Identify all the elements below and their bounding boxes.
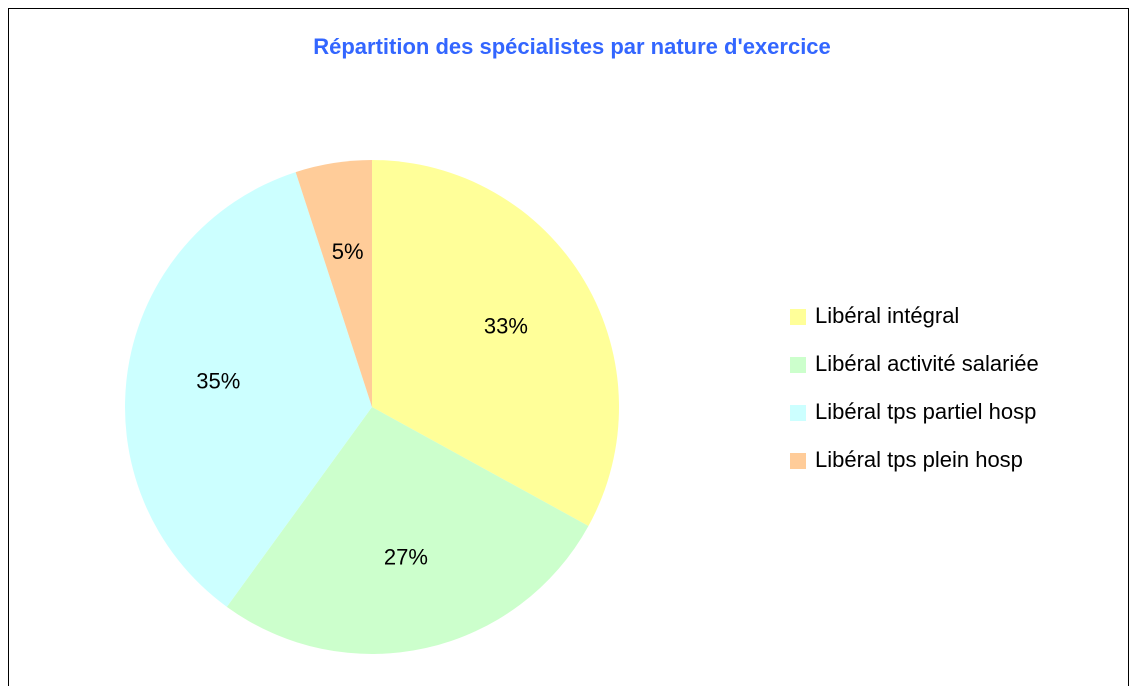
- data-label: 33%: [484, 314, 528, 339]
- chart-border: [8, 8, 1129, 686]
- data-label: 5%: [332, 239, 364, 264]
- pie-slice: [372, 160, 620, 526]
- legend-label: Libéral tps partiel hosp: [815, 399, 1036, 424]
- legend-label: Libéral tps plein hosp: [815, 447, 1023, 472]
- legend-swatch: [790, 405, 806, 421]
- data-label: 27%: [384, 545, 428, 570]
- legend-swatch: [790, 357, 806, 373]
- pie-slice: [124, 172, 372, 607]
- legend-swatch: [790, 309, 806, 325]
- chart-title: Répartition des spécialistes par nature …: [313, 34, 831, 59]
- legend-swatch: [790, 453, 806, 469]
- legend-label: Libéral activité salariée: [815, 351, 1039, 376]
- data-label: 35%: [196, 368, 240, 393]
- legend-label: Libéral intégral: [815, 303, 959, 328]
- pie-slice: [226, 407, 589, 654]
- pie-slice: [295, 160, 372, 407]
